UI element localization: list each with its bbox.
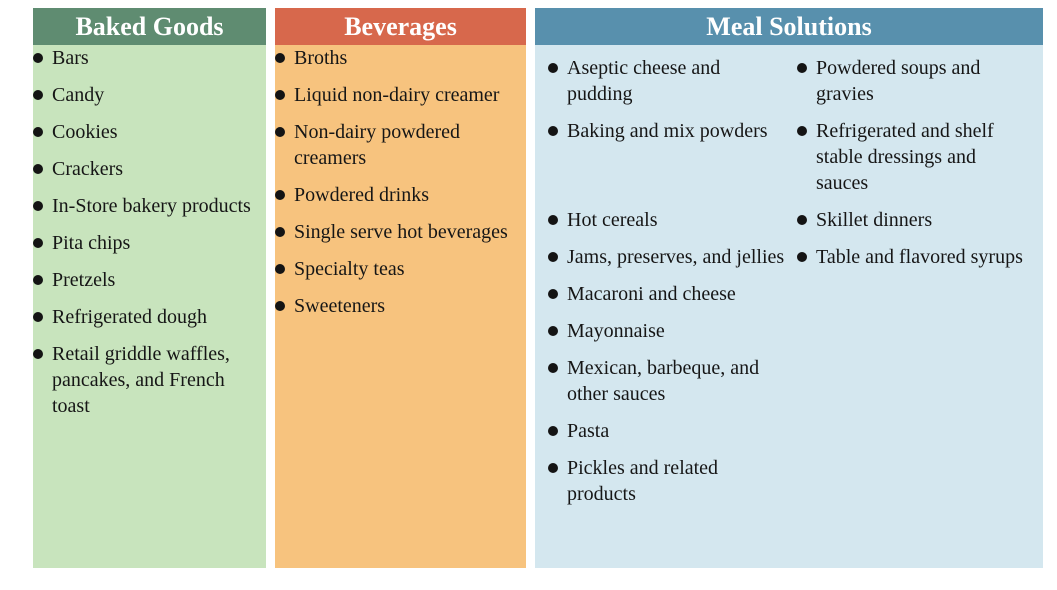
beverages-header: Beverages [275,8,526,45]
bullet-icon [33,349,43,359]
beverages-column: Beverages Broths Liquid non-dairy creame… [275,8,526,568]
list-item: Hot cereals [548,207,797,233]
list-item-label: Aseptic cheese and pudding [567,57,721,105]
list-item: Refrigerated dough [33,304,266,330]
list-item: Broths [275,45,526,71]
list-item-label: Pickles and related products [567,457,719,505]
bullet-icon [33,238,43,248]
list-item: Bars [33,45,266,71]
bullet-icon [548,289,558,299]
list-item-label: Baking and mix powders [567,120,768,142]
list-item-label: Sweeteners [294,295,386,317]
bullet-icon [275,190,285,200]
beverages-list: Broths Liquid non-dairy creamer Non-dair… [275,45,526,568]
bullet-icon [548,426,558,436]
bullet-icon [275,264,285,274]
bullet-icon [33,127,43,137]
list-item-label: Broths [294,47,348,69]
bullet-icon [548,63,558,73]
list-item-label: Powdered drinks [294,184,429,206]
bullet-icon [548,126,558,136]
list-item-label: Skillet dinners [816,209,933,231]
list-item-label: Mexican, barbeque, and other sauces [567,357,760,405]
bullet-icon [797,215,807,225]
bullet-icon [33,201,43,211]
bullet-icon [275,227,285,237]
bullet-icon [548,215,558,225]
list-item-label: Jams, preserves, and jellies [567,246,785,268]
list-item: Skillet dinners [797,207,1033,233]
bullet-icon [33,53,43,63]
list-item-label: Single serve hot beverages [294,221,508,243]
list-item: Refrigerated and shelf stable dressings … [797,118,1033,196]
list-item: Sweeteners [275,293,526,319]
bullet-icon [548,363,558,373]
list-item: Non-dairy powdered creamers [275,119,526,171]
list-item-label: Refrigerated dough [52,306,207,328]
list-item: Specialty teas [275,256,526,282]
bullet-icon [33,275,43,285]
meal-solutions-header: Meal Solutions [535,8,1043,45]
list-item-label: Macaroni and cheese [567,283,736,305]
bullet-icon [275,127,285,137]
list-item: Aseptic cheese and pudding [548,55,797,107]
bullet-icon [797,126,807,136]
list-item-label: Powdered soups and gravies [816,57,981,105]
list-item: Cookies [33,119,266,145]
bullet-icon [548,326,558,336]
bullet-icon [797,252,807,262]
list-item-label: In-Store bakery products [52,195,251,217]
list-item-label: Crackers [52,158,124,180]
list-item: Crackers [33,156,266,182]
list-item: Candy [33,82,266,108]
list-item-label: Table and flavored syrups [816,246,1023,268]
bullet-icon [548,463,558,473]
list-item: Mayonnaise [548,318,797,344]
list-item: Single serve hot beverages [275,219,526,245]
meal-solutions-column: Meal Solutions Aseptic cheese and puddin… [535,8,1043,568]
list-item: Retail griddle waffles, pancakes, and Fr… [33,341,266,419]
bullet-icon [33,164,43,174]
meal-solutions-grid: Aseptic cheese and pudding Powdered soup… [535,45,1043,568]
list-item-label: Hot cereals [567,209,658,231]
baked-goods-column: Baked Goods Bars Candy Cookies [33,8,266,568]
baked-goods-header: Baked Goods [33,8,266,45]
list-item: Powdered drinks [275,182,526,208]
list-item: Jams, preserves, and jellies [548,244,797,270]
list-item: Mexican, barbeque, and other sauces [548,355,797,407]
list-item: Macaroni and cheese [548,281,797,307]
list-item-label: Refrigerated and shelf stable dressings … [816,120,994,194]
list-item-label: Mayonnaise [567,320,665,342]
list-item-label: Specialty teas [294,258,405,280]
list-item-label: Pita chips [52,232,131,254]
bullet-icon [33,90,43,100]
list-item-label: Liquid non-dairy creamer [294,84,500,106]
list-item-label: Bars [52,47,89,69]
list-item-label: Cookies [52,121,118,143]
list-item-label: Pasta [567,420,610,442]
list-item: Liquid non-dairy creamer [275,82,526,108]
bullet-icon [33,312,43,322]
list-item: Pickles and related products [548,455,797,507]
bullet-icon [548,252,558,262]
list-item: Table and flavored syrups [797,244,1033,270]
list-item: Baking and mix powders [548,118,797,196]
list-item: Pretzels [33,267,266,293]
bullet-icon [797,63,807,73]
list-item: In-Store bakery products [33,193,266,219]
bullet-icon [275,90,285,100]
list-item: Powdered soups and gravies [797,55,1033,107]
list-item-label: Non-dairy powdered creamers [294,121,461,169]
list-item-label: Candy [52,84,105,106]
list-item: Pasta [548,418,797,444]
list-item-label: Pretzels [52,269,116,291]
baked-goods-list: Bars Candy Cookies Crackers [33,45,266,568]
bullet-icon [275,301,285,311]
list-item-label: Retail griddle waffles, pancakes, and Fr… [52,343,230,417]
list-item: Pita chips [33,230,266,256]
bullet-icon [275,53,285,63]
